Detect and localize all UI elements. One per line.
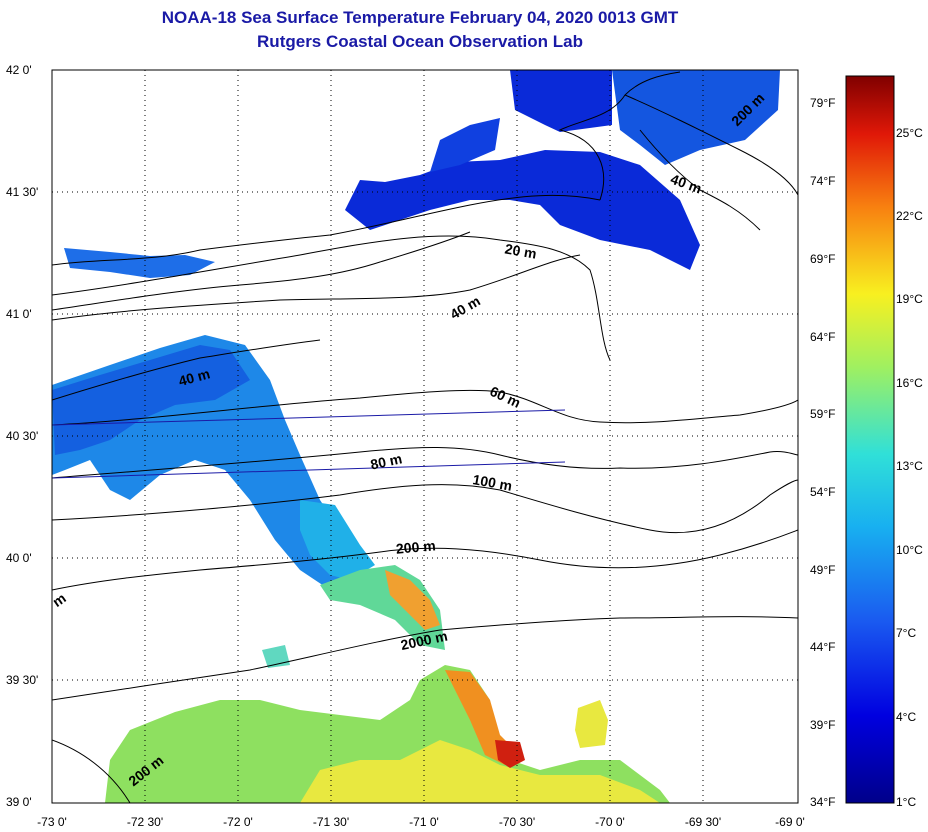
lon-label: -72 0' [223, 815, 253, 829]
celsius-label: 22°C [896, 209, 923, 223]
lat-label: 41 0' [6, 307, 32, 321]
fahrenheit-label: 69°F [810, 252, 835, 266]
fahrenheit-label: 79°F [810, 96, 835, 110]
sst-front-warm [385, 570, 440, 630]
contour-label: 60 m [487, 383, 523, 411]
isobath-200m-cape [624, 94, 798, 196]
contour-label: 40 m [668, 171, 703, 197]
map-frame [51, 69, 799, 804]
isobath-2000m [52, 616, 798, 701]
sst-strip-cyan [300, 500, 375, 580]
celsius-label: 4°C [896, 710, 916, 724]
contour-label: 80 m [369, 450, 404, 472]
fahrenheit-label: 49°F [810, 563, 835, 577]
sst-patch-small [262, 645, 290, 668]
isobath-20m [52, 235, 611, 361]
sst-data-layer [52, 70, 780, 803]
celsius-labels: 25°C 22°C 19°C 16°C 13°C 10°C 7°C 4°C 1°… [896, 126, 923, 809]
contour-label: 40 m [177, 365, 212, 389]
isobath-40m-cape [639, 129, 761, 231]
fahrenheit-label: 64°F [810, 330, 835, 344]
fahrenheit-label: 39°F [810, 718, 835, 732]
graticule [52, 70, 798, 803]
fahrenheit-label: 34°F [810, 795, 835, 809]
lon-label: -72 30' [127, 815, 163, 829]
fahrenheit-label: 59°F [810, 407, 835, 421]
isobath-100m [52, 479, 798, 534]
isobath-40m-south [52, 339, 321, 401]
lat-label: 42 0' [6, 63, 32, 77]
fahrenheit-label: 74°F [810, 174, 835, 188]
latitude-labels: 42 0' 41 30' 41 0' 40 30' 40 0' 39 30' 3… [6, 63, 38, 809]
lon-label: -69 30' [685, 815, 721, 829]
contour-label: 100 m [471, 471, 513, 494]
fahrenheit-label: 44°F [810, 640, 835, 654]
lon-label: -71 30' [313, 815, 349, 829]
lat-label: 41 30' [6, 185, 38, 199]
isobath-200m [52, 529, 798, 591]
lat-label: 39 0' [6, 795, 32, 809]
coastline-ct-ri [52, 194, 601, 266]
isobath-40m-north [52, 254, 581, 321]
sst-offshore-strip-cold [52, 345, 250, 455]
sst-ri-coast [64, 248, 215, 278]
sst-cold-north [510, 70, 612, 132]
celsius-label: 25°C [896, 126, 923, 140]
isobath-200m-sw [52, 739, 131, 803]
celsius-label: 13°C [896, 459, 923, 473]
lon-label: -69 0' [775, 815, 805, 829]
map-subtitle: Rutgers Coastal Ocean Observation Lab [257, 32, 583, 51]
lon-label: -70 30' [499, 815, 535, 829]
contour-label: 200 m [395, 537, 436, 556]
sst-patch-east [575, 700, 608, 748]
lat-label: 40 30' [6, 429, 38, 443]
lon-label: -73 0' [37, 815, 67, 829]
sst-south-green [105, 665, 670, 803]
contour-label: 20 m [504, 241, 538, 262]
lat-label: 39 30' [6, 673, 38, 687]
longitude-labels: -73 0' -72 30' -72 0' -71 30' -71 0' -70… [37, 815, 805, 829]
isobath-60m [52, 389, 798, 426]
celsius-label: 7°C [896, 626, 916, 640]
swath-edges [52, 409, 566, 479]
lon-label: -70 0' [595, 815, 625, 829]
sst-cold-cape [612, 70, 780, 165]
fahrenheit-labels: 79°F 74°F 69°F 64°F 59°F 54°F 49°F 44°F … [810, 96, 835, 809]
contour-label: 40 m [447, 293, 483, 323]
sst-cold-sound [345, 150, 700, 270]
sst-cold-sound-2 [430, 118, 500, 172]
celsius-label: 10°C [896, 543, 923, 557]
celsius-label: 19°C [896, 292, 923, 306]
coastline-cape-cod [558, 71, 681, 201]
map-title: NOAA-18 Sea Surface Temperature February… [161, 8, 679, 27]
contour-lines [52, 71, 798, 803]
temperature-colorbar [845, 75, 895, 804]
celsius-label: 16°C [896, 376, 923, 390]
sst-south-yellow [300, 740, 660, 803]
long-island-coast [52, 231, 471, 311]
fahrenheit-label: 54°F [810, 485, 835, 499]
isobath-80m [52, 447, 798, 479]
celsius-label: 1°C [896, 795, 916, 809]
lon-label: -71 0' [409, 815, 439, 829]
lat-label: 40 0' [6, 551, 32, 565]
